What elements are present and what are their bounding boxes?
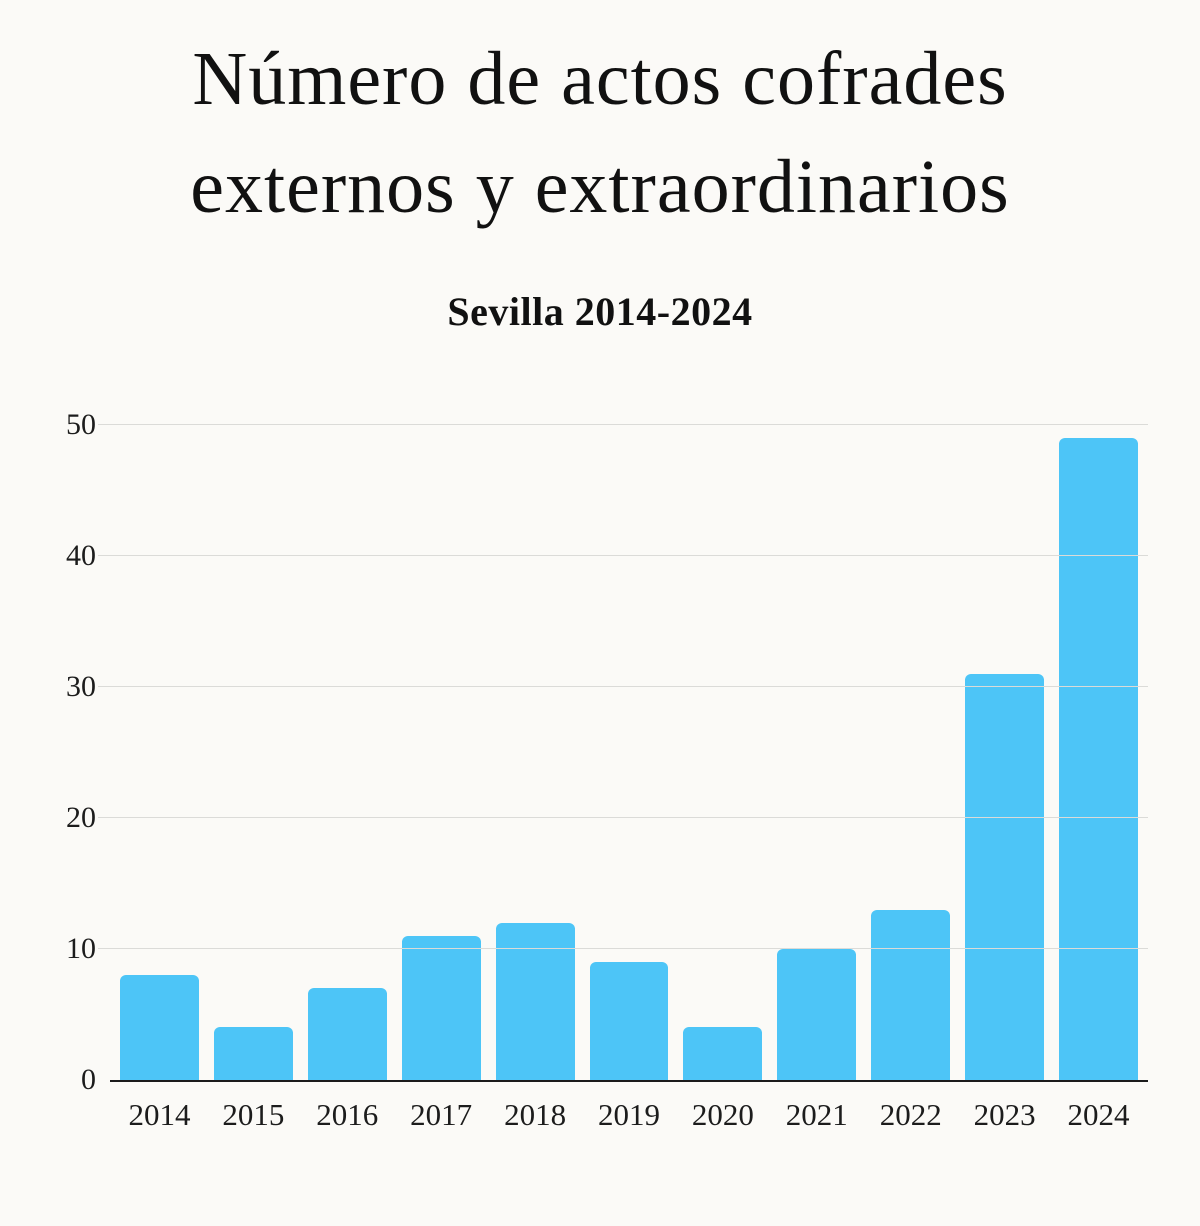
x-tick-label-2017: 2017 — [410, 1096, 473, 1132]
y-tick-label-20: 20 — [66, 800, 96, 834]
y-axis: 0 10 20 30 40 50 — [0, 408, 96, 1096]
chart-title-line1: Número de actos cofrades — [192, 37, 1008, 121]
bar-2016 — [307, 988, 387, 1080]
x-tick-label-2018: 2018 — [504, 1096, 567, 1132]
bar-2021 — [777, 948, 857, 1080]
y-tick-label-40: 40 — [66, 538, 96, 572]
bar-chart: 0 10 20 30 40 50 2014 2015 2016 2017 2018 2019 2020… — [0, 408, 1200, 1193]
y-tick-label-10: 10 — [66, 931, 96, 965]
x-tick-label-2022: 2022 — [879, 1096, 942, 1132]
y-tick-label-30: 30 — [66, 669, 96, 703]
bar-2020 — [683, 1027, 763, 1080]
bar-2015 — [213, 1027, 293, 1080]
gridline-30 — [98, 685, 1148, 687]
infographic: Número de actos cofrades externos y extr… — [0, 26, 1200, 1226]
gridline-40 — [98, 554, 1148, 556]
bar-2022 — [871, 909, 951, 1080]
x-tick-label-2016: 2016 — [316, 1096, 379, 1132]
x-tick-label-2024: 2024 — [1067, 1096, 1130, 1132]
x-tick-label-2014: 2014 — [128, 1096, 191, 1132]
x-tick-label-2015: 2015 — [222, 1096, 285, 1132]
chart-title: Número de actos cofrades externos y extr… — [0, 26, 1200, 242]
y-tick-label-50: 50 — [66, 407, 96, 441]
x-tick-label-2020: 2020 — [691, 1096, 754, 1132]
x-tick-label-2019: 2019 — [597, 1096, 660, 1132]
bar-2017 — [401, 935, 481, 1080]
x-tick-label-2021: 2021 — [785, 1096, 848, 1132]
y-tick-label-0: 0 — [81, 1062, 96, 1096]
bar-2023 — [965, 673, 1045, 1080]
page: { "title": { "line1": "Número de actos c… — [0, 26, 1200, 1226]
bar-2014 — [120, 975, 199, 1080]
chart-subtitle: Sevilla 2014-2024 — [447, 288, 753, 334]
x-axis: 2014 2015 2016 2017 2018 2019 2020 2021 2022 2023… — [110, 1097, 1148, 1133]
gridline-20 — [98, 816, 1148, 818]
bar-2024 — [1059, 437, 1138, 1080]
chart-title-line2: externos y extraordinarios — [190, 144, 1010, 229]
gridline-10 — [98, 947, 1148, 949]
gridline-50 — [98, 423, 1148, 425]
x-tick-label-2023: 2023 — [973, 1096, 1036, 1132]
bars-row — [120, 425, 1138, 1080]
bar-2019 — [589, 961, 669, 1080]
bar-2018 — [495, 922, 575, 1080]
plot-area — [98, 423, 1148, 1082]
